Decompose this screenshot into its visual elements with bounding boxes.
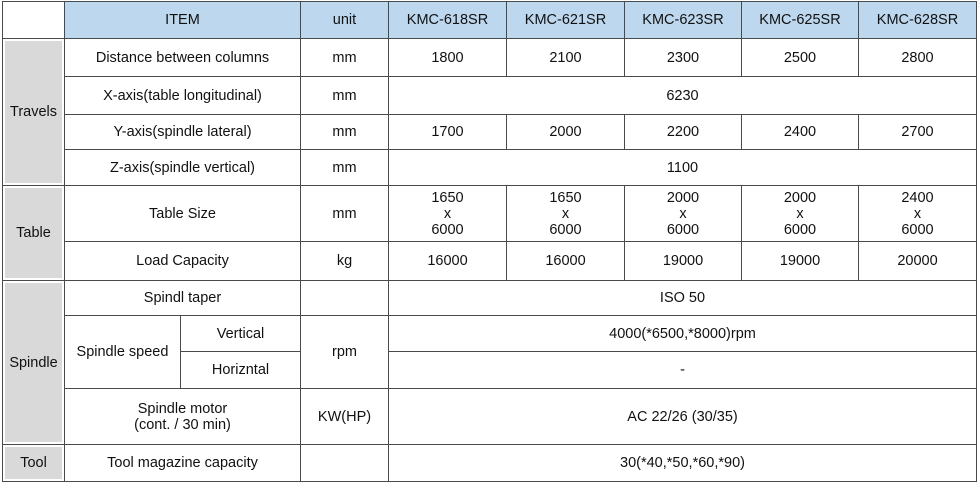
value-cell: 2200 <box>624 114 742 150</box>
group-travels: Travels <box>2 38 65 186</box>
header-model: KMC-623SR <box>624 1 742 39</box>
row-unit: mm <box>300 76 389 115</box>
value-cell: 2400 <box>741 114 859 150</box>
row-label: Spindle speed <box>64 315 181 389</box>
value-cell: 19000 <box>741 241 859 281</box>
value-cell: AC 22/26 (30/35) <box>388 388 977 445</box>
value-cell: 6230 <box>388 76 977 115</box>
row-label: Spindl taper <box>64 280 301 316</box>
value-line: x <box>796 205 804 222</box>
value-line: 6000 <box>783 221 817 238</box>
table-row: Horizntal - <box>3 351 977 389</box>
row-label: Z-axis(spindle vertical) <box>64 149 301 186</box>
value-line: 2000 <box>783 189 817 206</box>
value-cell: 2700 <box>858 114 977 150</box>
row-label: Y-axis(spindle lateral) <box>64 114 301 150</box>
group-spindle: Spindle <box>2 280 65 445</box>
table-row: Y-axis(spindle lateral) mm 1700 2000 220… <box>3 114 977 150</box>
header-model: KMC-625SR <box>741 1 859 39</box>
value-cell: 30(*40,*50,*60,*90) <box>388 444 977 482</box>
value-line: 6000 <box>549 221 582 238</box>
label-line: (cont. / 30 min) <box>134 416 231 433</box>
value-line: 2000 <box>666 189 700 206</box>
table-row: Travels Distance between columns mm 1800… <box>2 38 977 186</box>
row-label: Tool magazine capacity <box>64 444 301 482</box>
sub-label: Horizntal <box>180 351 301 389</box>
value-cell: 1650 x 6000 <box>506 185 625 242</box>
value-line: 1650 <box>549 189 582 206</box>
row-unit: mm <box>300 185 389 242</box>
table-row: X-axis(table longitudinal) mm 6230 <box>3 76 977 115</box>
row-unit: kg <box>300 241 389 281</box>
value-line: x <box>443 205 452 222</box>
value-cell: 2800 <box>858 38 977 77</box>
value-cell: 19000 <box>624 241 742 281</box>
value-line: x <box>561 205 570 222</box>
table-row: Spindle motor (cont. / 30 min) KW(HP) AC … <box>3 388 977 445</box>
sub-label: Vertical <box>180 315 301 352</box>
row-unit: mm <box>300 114 389 150</box>
row-label: Distance between columns <box>64 38 301 77</box>
row-unit <box>300 444 389 482</box>
value-line: 6000 <box>901 221 934 238</box>
value-line: x <box>913 205 922 222</box>
value-cell: 2000 x 6000 <box>624 185 742 242</box>
header-row: ITEM unit KMC-618SR KMC-621SR KMC-623SR … <box>2 1 977 39</box>
table-row: Spindle Spindl taper ISO 50 <box>2 280 977 445</box>
corner-cell <box>2 1 65 39</box>
value-cell: 2000 x 6000 <box>741 185 859 242</box>
value-cell: 1100 <box>388 149 977 186</box>
table-row: Z-axis(spindle vertical) mm 1100 <box>3 149 977 186</box>
value-cell: 16000 <box>388 241 507 281</box>
header-item: ITEM <box>64 1 301 39</box>
header-model: KMC-628SR <box>858 1 977 39</box>
value-cell: 2100 <box>506 38 625 77</box>
row-label: X-axis(table longitudinal) <box>64 76 301 115</box>
value-line: 1650 <box>431 189 464 206</box>
value-cell: 2300 <box>624 38 742 77</box>
value-cell: 2000 <box>506 114 625 150</box>
value-cell: 20000 <box>858 241 977 281</box>
row-unit: mm <box>300 38 389 77</box>
group-table: Table <box>2 185 65 281</box>
label-line: Spindle motor <box>137 400 228 417</box>
group-tool: Tool <box>2 444 65 482</box>
value-line: x <box>679 205 687 222</box>
value-cell: 16000 <box>506 241 625 281</box>
value-cell: - <box>388 351 977 389</box>
value-cell: 4000(*6500,*8000)rpm <box>388 315 977 352</box>
value-cell: 1650 x 6000 <box>388 185 507 242</box>
table-row: Load Capacity kg 16000 16000 19000 19000… <box>3 241 977 281</box>
row-label: Load Capacity <box>64 241 301 281</box>
value-line: 2400 <box>901 189 934 206</box>
row-unit: mm <box>300 149 389 186</box>
value-cell: 1800 <box>388 38 507 77</box>
row-label: Spindle motor (cont. / 30 min) <box>64 388 301 445</box>
value-cell: 2500 <box>741 38 859 77</box>
row-label: Table Size <box>64 185 301 242</box>
value-line: 6000 <box>666 221 700 238</box>
table-row: Table Table Size mm 1650 x 6000 1650 x 6000 … <box>2 185 977 281</box>
value-cell: ISO 50 <box>388 280 977 316</box>
value-cell: 2400 x 6000 <box>858 185 977 242</box>
table-row: Spindle speed Vertical rpm 4000(*6500,*8… <box>3 315 977 389</box>
row-unit <box>300 280 389 316</box>
row-unit: KW(HP) <box>300 388 389 445</box>
header-model: KMC-621SR <box>506 1 625 39</box>
value-line: 6000 <box>431 221 464 238</box>
row-unit: rpm <box>300 315 389 389</box>
value-cell: 1700 <box>388 114 507 150</box>
table-row: Tool Tool magazine capacity 30(*40,*50,*… <box>2 444 977 482</box>
header-model: KMC-618SR <box>388 1 507 39</box>
header-unit: unit <box>300 1 389 39</box>
